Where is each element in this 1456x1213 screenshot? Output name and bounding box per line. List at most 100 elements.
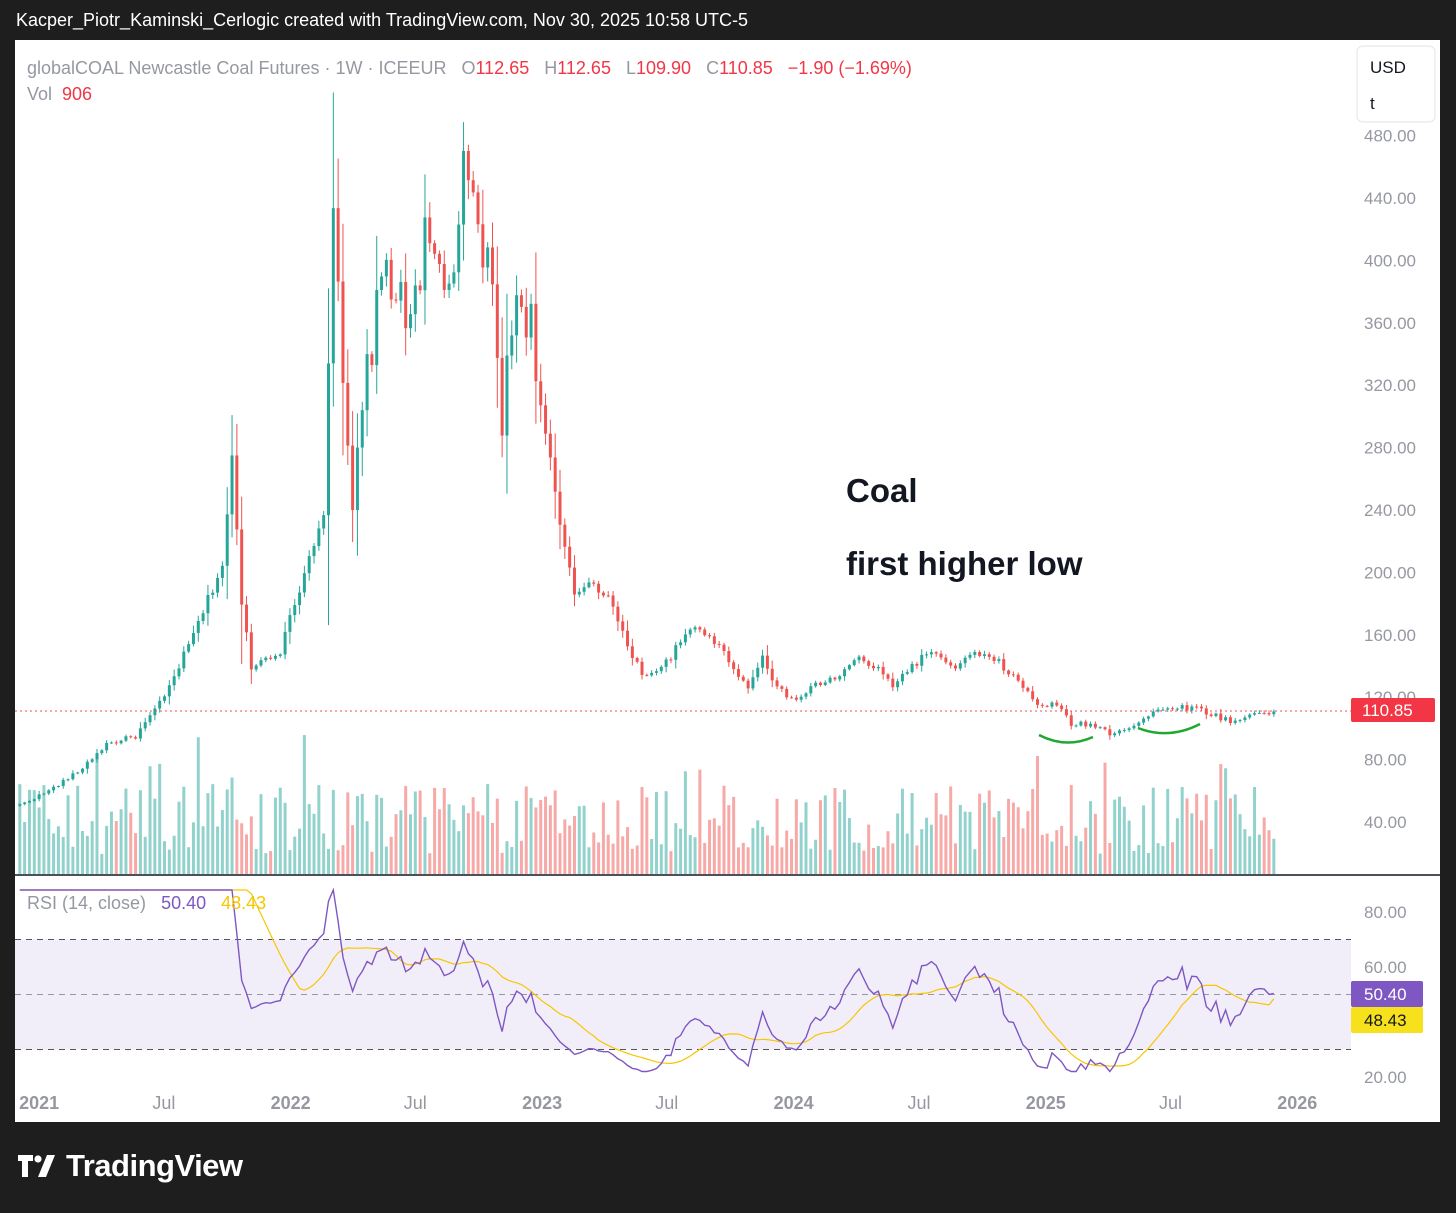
- candle: [572, 555, 576, 607]
- rsi-value-tag: [1351, 981, 1423, 1007]
- volume-bar: [804, 802, 808, 874]
- volume-bar: [1243, 829, 1247, 874]
- volume-bar: [934, 792, 938, 874]
- candle: [847, 664, 851, 671]
- candle: [1195, 703, 1199, 710]
- volume-bar: [85, 835, 89, 874]
- volume-bar: [679, 828, 683, 874]
- candle: [664, 657, 668, 673]
- candle: [770, 660, 774, 688]
- chart-canvas[interactable]: 40.0080.00120.00160.00200.00240.00280.00…: [15, 40, 1440, 1122]
- currency-selector[interactable]: [1356, 45, 1436, 123]
- volume-bar: [1199, 820, 1203, 874]
- last-price-label: 110.85: [1362, 701, 1413, 720]
- price-pane[interactable]: [18, 92, 1276, 807]
- time-tick-label: 2024: [774, 1093, 814, 1113]
- volume-bar: [394, 814, 398, 874]
- volume-bar: [18, 784, 22, 874]
- candle: [891, 672, 895, 692]
- candle: [852, 658, 856, 667]
- candle: [408, 304, 412, 338]
- candle: [351, 411, 355, 543]
- volume-bar: [1272, 838, 1276, 874]
- volume-bar: [1214, 800, 1218, 874]
- volume-bar: [1021, 828, 1025, 874]
- volume-bar: [1224, 768, 1228, 874]
- volume-bar: [891, 843, 895, 874]
- volume-bar: [775, 798, 779, 874]
- candle: [601, 590, 605, 598]
- candle: [298, 586, 302, 615]
- volume-bar: [1151, 787, 1155, 874]
- volume-bar: [741, 842, 745, 874]
- candle: [153, 705, 157, 721]
- candle: [519, 289, 523, 313]
- volume-bar: [650, 838, 654, 874]
- candle: [563, 518, 567, 559]
- volume-bar: [428, 853, 432, 874]
- candle: [230, 415, 234, 538]
- volume-bar: [1195, 793, 1199, 874]
- candle: [775, 677, 779, 690]
- volume-bar: [900, 788, 904, 874]
- volume-bar: [616, 800, 620, 874]
- volume-bar: [312, 813, 316, 874]
- candle: [790, 695, 794, 699]
- candle: [206, 584, 210, 626]
- candle: [606, 591, 610, 598]
- candle: [626, 620, 630, 651]
- candle: [163, 694, 167, 704]
- volume-bar: [862, 850, 866, 874]
- price-axis[interactable]: 40.0080.00120.00160.00200.00240.00280.00…: [1364, 127, 1416, 832]
- candle: [85, 759, 89, 774]
- chart-frame[interactable]: 40.00 80.00 120.00 160.00 200.00 240.00 280.00…: [15, 40, 1440, 1122]
- volume-bar: [153, 798, 157, 874]
- candle: [216, 573, 220, 598]
- candle: [1272, 709, 1276, 717]
- attribution-text: Kacper_Piotr_Kaminski_Cerlogic created w…: [16, 10, 749, 30]
- volume-bar: [408, 814, 412, 874]
- volume-bar: [138, 790, 142, 874]
- candle: [389, 247, 393, 309]
- volume-bar: [114, 820, 118, 874]
- time-axis[interactable]: 2021 Jul 2022 Jul 2023 Jul 2024 Jul 2025 Jul 2026: [19, 1093, 1317, 1113]
- volume-bar: [365, 821, 369, 874]
- time-tick-label: Jul: [404, 1093, 427, 1113]
- candle: [1253, 710, 1257, 716]
- candle: [394, 292, 398, 304]
- candle: [640, 657, 644, 680]
- volume-bar: [211, 784, 215, 874]
- candle: [196, 615, 200, 642]
- candle: [799, 694, 803, 703]
- volume-bar: [230, 777, 234, 874]
- candle: [90, 758, 94, 764]
- volume-bar: [828, 849, 832, 874]
- candle: [254, 663, 258, 672]
- volume-bar: [534, 807, 538, 874]
- volume-bar: [187, 847, 191, 874]
- rsi-pane[interactable]: 20.00 60.00 80.00: [15, 887, 1407, 1087]
- volume-bar: [1137, 845, 1141, 874]
- volume-bar: [669, 851, 673, 874]
- volume-bar: [148, 766, 152, 874]
- volume-bar: [1016, 807, 1020, 874]
- annotation-coal: Coal: [846, 472, 918, 509]
- candle: [896, 678, 900, 692]
- volume-bar: [997, 811, 1001, 874]
- candle: [76, 771, 80, 775]
- volume-bar: [515, 800, 519, 874]
- candle: [1045, 704, 1049, 708]
- volume-bar: [254, 849, 258, 874]
- volume-bar: [823, 795, 827, 874]
- volume-bar: [751, 828, 755, 874]
- candle: [708, 633, 712, 639]
- candle: [1016, 672, 1020, 683]
- candle: [360, 401, 364, 477]
- rsi-value-label: 50.40: [1364, 985, 1407, 1004]
- volume-bars: [18, 735, 1276, 874]
- candle: [954, 663, 958, 672]
- volume-bar: [105, 825, 109, 874]
- volume-bar: [838, 801, 842, 874]
- candle: [476, 184, 480, 233]
- candle: [124, 734, 128, 743]
